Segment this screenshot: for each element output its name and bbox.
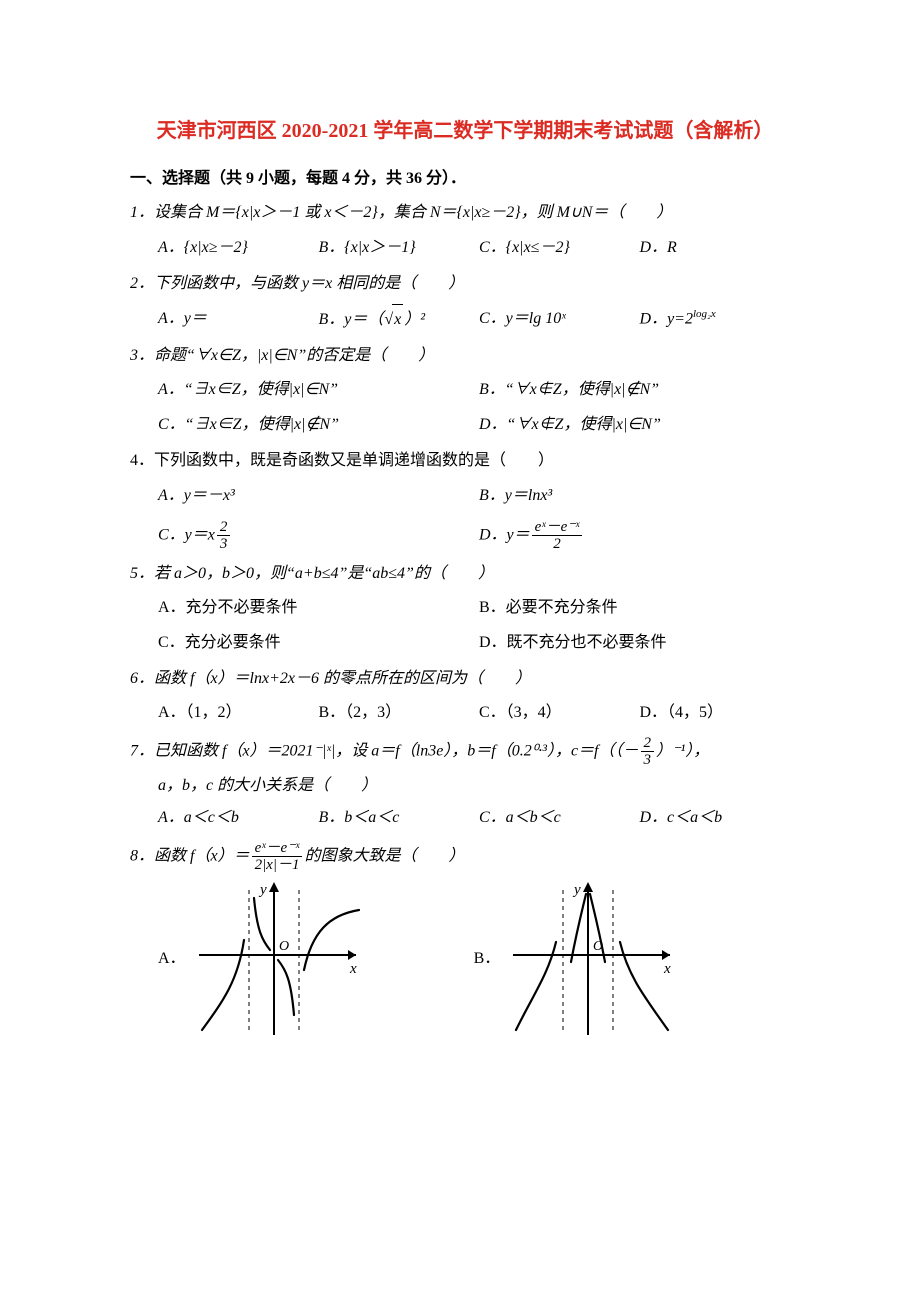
q6-opt-A: A．（1，2） xyxy=(158,698,319,728)
q4-opt-D: D．y＝eˣ－e⁻ˣ2 xyxy=(479,519,800,553)
q7-opt-A: A．a＜c＜b xyxy=(158,803,319,833)
q4-C-den: 3 xyxy=(217,536,231,553)
q8-stem: 8．函数 f（x）＝eˣ－e⁻ˣ2|x|－1的图象大致是（ ） xyxy=(130,840,800,874)
q2-B-post: ）² xyxy=(404,311,425,328)
section-1-heading: 一、选择题（共 9 小题，每题 4 分，共 36 分）． xyxy=(130,164,800,194)
q6-opt-C: C．（3，4） xyxy=(479,698,640,728)
q7-stem-line2: a，b，c 的大小关系是（ ） xyxy=(130,771,800,801)
svg-text:O: O xyxy=(279,939,289,954)
q8-A-label: A． xyxy=(158,944,186,974)
q8-stem-pre: 8．函数 f（x）＝ xyxy=(130,847,250,864)
q7-opt-C: C．a＜b＜c xyxy=(479,803,640,833)
q8-stem-den: 2|x|－1 xyxy=(252,857,303,874)
q5-stem: 5．若 a＞0，b＞0，则“a+b≤4”是“ab≤4”的（ ） xyxy=(130,559,800,589)
svg-text:x: x xyxy=(349,961,357,977)
q2-opt-A: A．y＝ xyxy=(158,304,319,335)
q4-D-pre: D．y＝ xyxy=(479,527,530,544)
svg-text:y: y xyxy=(572,882,581,898)
q8-plot-B: yxO xyxy=(508,880,678,1040)
q5-opt-B: B．必要不充分条件 xyxy=(479,593,800,623)
q1-opt-B: B．{x|x＞－1} xyxy=(319,233,480,263)
page: 天津市河西区 2020-2021 学年高二数学下学期期末考试试题（含解析） 一、… xyxy=(0,0,920,1302)
q6-opt-B: B．（2，3） xyxy=(319,698,480,728)
q5-opt-A: A．充分不必要条件 xyxy=(158,593,479,623)
q2-B-pre: B．y＝（ xyxy=(319,311,384,328)
q7-stem: 7．已知函数 f（x）＝2021⁻|ˣ|，设 a＝f（ln3e），b＝f（0.2… xyxy=(130,735,800,769)
q6-options: A．（1，2） B．（2，3） C．（3，4） D．（4，5） xyxy=(130,696,800,730)
q8-stem-frac: eˣ－e⁻ˣ2|x|－1 xyxy=(252,840,303,874)
q8-stem-post: 的图象大致是（ ） xyxy=(304,847,464,864)
q4-opt-A: A．y＝－x³ xyxy=(158,481,479,511)
q7-stem-frac: 23 xyxy=(641,735,655,769)
q7-stem-num: 2 xyxy=(641,735,655,753)
q3-opt-D: D．“∀x∉Z，使得|x|∈N” xyxy=(479,410,800,440)
q6-opt-D: D．（4，5） xyxy=(640,698,801,728)
q1-opt-D: D．R xyxy=(640,233,801,263)
q2-options: A．y＝ B．y＝（√x）² C．y＝lg 10ˣ D．y=2log₂x xyxy=(130,302,800,337)
q2-D-exp: log₂x xyxy=(693,308,716,320)
document-title: 天津市河西区 2020-2021 学年高二数学下学期期末考试试题（含解析） xyxy=(130,112,800,150)
q1-options: A．{x|x≥－2} B．{x|x＞－1} C．{x|x≤－2} D．R xyxy=(130,231,800,265)
q2-opt-C: C．y＝lg 10ˣ xyxy=(479,304,640,335)
q4-C-frac: 23 xyxy=(217,519,231,553)
q4-stem: 4．下列函数中，既是奇函数又是单调递增函数的是（ ） xyxy=(130,446,800,476)
q3-opt-A: A．“∃x∈Z，使得|x|∈N” xyxy=(158,375,479,405)
q4-opt-C: C．y＝x23 xyxy=(158,519,479,553)
q2-A-text: A．y＝ xyxy=(158,310,207,327)
q2-D-base: y=2 xyxy=(667,310,693,327)
q4-options: A．y＝－x³ B．y＝lnx³ C．y＝x23 D．y＝eˣ－e⁻ˣ2 xyxy=(130,479,800,555)
q7-stem-den: 3 xyxy=(641,752,655,769)
svg-text:x: x xyxy=(663,961,671,977)
q7-stem-pre: 7．已知函数 f（x）＝2021⁻|ˣ|，设 a＝f（ln3e），b＝f（0.2… xyxy=(130,743,639,760)
q3-options: A．“∃x∈Z，使得|x|∈N” B．“∀x∉Z，使得|x|∉N” C．“∃x∈… xyxy=(130,373,800,442)
q2-B-rad: x xyxy=(392,304,403,335)
q8-plot-A: y x O xyxy=(194,880,364,1040)
q2-opt-B: B．y＝（√x）² xyxy=(319,304,480,335)
q5-options: A．充分不必要条件 B．必要不充分条件 C．充分必要条件 D．既不充分也不必要条… xyxy=(130,591,800,660)
q4-D-frac: eˣ－e⁻ˣ2 xyxy=(532,519,583,553)
q3-stem: 3．命题“∀x∈Z，|x|∈N”的否定是（ ） xyxy=(130,341,800,371)
q1-opt-A: A．{x|x≥－2} xyxy=(158,233,319,263)
q1-stem-text: 1．设集合 M＝{x|x＞－1 或 x＜－2}，集合 N＝{x|x≥－2}，则 … xyxy=(130,204,672,221)
q4-opt-B: B．y＝lnx³ xyxy=(479,481,800,511)
q4-D-den: 2 xyxy=(532,536,583,553)
q4-D-num: eˣ－e⁻ˣ xyxy=(532,519,583,537)
q5-opt-C: C．充分必要条件 xyxy=(158,628,479,658)
q8-opt-B: B． yxO xyxy=(474,880,679,1040)
sqrt-icon: √x xyxy=(383,304,404,335)
svg-text:y: y xyxy=(258,882,267,898)
q7-opt-B: B．b＜a＜c xyxy=(319,803,480,833)
q6-stem: 6．函数 f（x）＝lnx+2x－6 的零点所在的区间为（ ） xyxy=(130,664,800,694)
q2-D-pre: D． xyxy=(640,310,668,327)
q3-opt-B: B．“∀x∉Z，使得|x|∉N” xyxy=(479,375,800,405)
q1-opt-C: C．{x|x≤－2} xyxy=(479,233,640,263)
q7-opt-D: D．c＜a＜b xyxy=(640,803,801,833)
q7-options: A．a＜c＜b B．b＜a＜c C．a＜b＜c D．c＜a＜b xyxy=(130,801,800,835)
q8-B-label: B． xyxy=(474,944,501,974)
q2-stem: 2．下列函数中，与函数 y＝x 相同的是（ ） xyxy=(130,269,800,299)
q2-opt-D: D．y=2log₂x xyxy=(640,304,801,335)
q8-opt-A: A． y x O xyxy=(158,880,364,1040)
q5-opt-D: D．既不充分也不必要条件 xyxy=(479,628,800,658)
q4-C-pre: C．y＝x xyxy=(158,527,215,544)
q8-stem-num: eˣ－e⁻ˣ xyxy=(252,840,303,858)
q1-stem: 1．设集合 M＝{x|x＞－1 或 x＜－2}，集合 N＝{x|x≥－2}，则 … xyxy=(130,198,800,228)
q3-opt-C: C．“∃x∈Z，使得|x|∉N” xyxy=(158,410,479,440)
q7-stem-post: ）⁻¹）， xyxy=(656,743,709,760)
q4-C-num: 2 xyxy=(217,519,231,537)
q8-plots: A． y x O B． y x O xyxy=(130,880,800,1040)
